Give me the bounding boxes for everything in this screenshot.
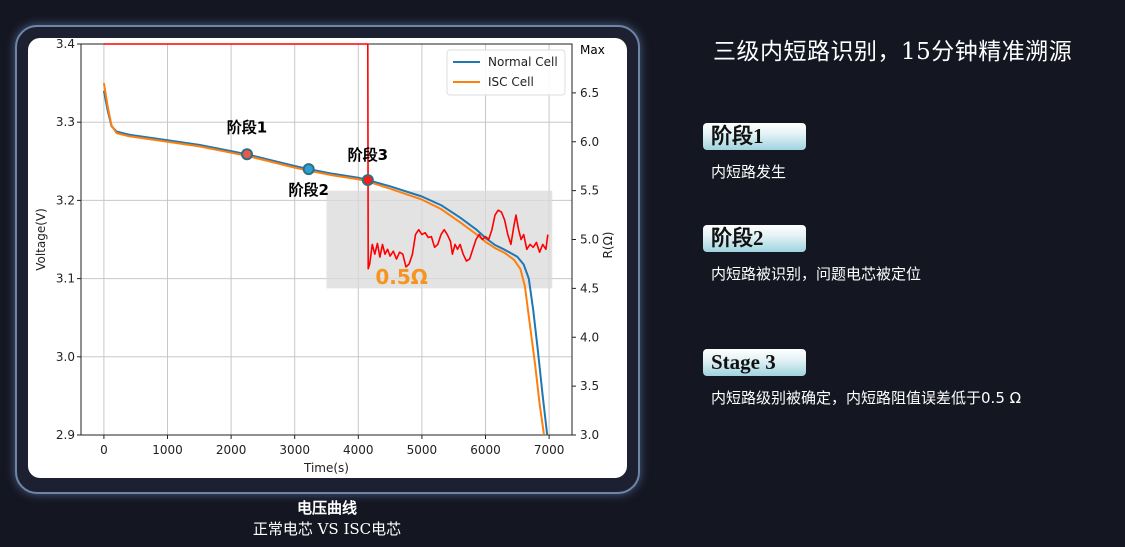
stage-3-marker [361,174,374,187]
resistance-error-label: 0.5Ω [375,265,427,289]
y-tick-label: 2.9 [56,428,75,442]
y2-tick-label: 6.0 [580,135,599,149]
y-tick-label: 3.1 [56,272,75,286]
x-tick-label: 1000 [152,443,183,457]
stage-2-description: 内短路被识别，问题电芯被定位 [711,265,922,283]
x-tick-label: 0 [100,443,108,457]
y2-tick-label: 3.0 [580,428,599,442]
x-tick-label: 6000 [470,443,501,457]
y2-tick-label: 5.5 [580,184,599,198]
y-tick-label: 3.3 [56,115,75,129]
stage-2-marker [302,163,315,176]
stage-1-description: 内短路发生 [711,163,787,181]
y-tick-label: 3.2 [56,193,75,207]
stage-3-label: 阶段3 [348,146,388,164]
stage-1-badge: 阶段1 [703,123,806,150]
voltage-chart: 0 1000 2000 3000 4000 5000 6000 7000 2.9 3.0 3.1 3.… [34,37,615,475]
stage-1-label: 阶段1 [227,118,267,136]
x-tick-label: 2000 [216,443,247,457]
y2-tick-label: 4.5 [580,281,599,295]
legend-label: Normal Cell [488,55,558,69]
y2-max-label: Max [580,43,605,57]
legend-label: ISC Cell [488,75,534,89]
y-axis-label: Voltage(V) [34,208,48,271]
y-tick-label: 3.4 [56,37,75,51]
y2-tick-label: 6.5 [580,86,599,100]
y-tick-label: 3.0 [56,350,75,364]
x-tick-label: 7000 [534,443,565,457]
normal-cell-line [102,90,549,436]
chart-caption-subtitle: 正常电芯 VS ISC电芯 [252,520,402,538]
y2-tick-label: 3.5 [580,379,599,393]
y2-tick-label: 4.0 [580,330,599,344]
y2-axis-label: R(Ω) [601,232,615,259]
x-axis-label: Time(s) [303,461,349,475]
chart-caption-title: 电压曲线 [296,499,357,517]
stage-3-badge: Stage 3 [703,349,806,376]
x-tick-label: 5000 [407,443,438,457]
resistance-line [103,43,549,270]
isc-cell-line [102,82,545,436]
stage-3-description: 内短路级别被确定，内短路阻值误差低于0.5 Ω [711,389,1022,407]
stage-2-label: 阶段2 [288,181,328,199]
x-tick-label: 3000 [279,443,310,457]
x-tick-label: 4000 [343,443,374,457]
stage-2-badge: 阶段2 [703,225,806,252]
slide-title: 三级内短路识别，15分钟精准溯源 [713,39,1073,65]
y2-tick-label: 5.0 [580,233,599,247]
stage-1-marker [240,148,253,161]
